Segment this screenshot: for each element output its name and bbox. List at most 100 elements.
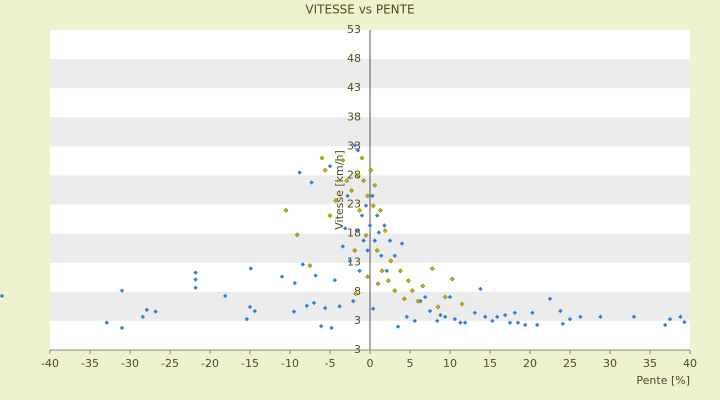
x-tick-label: -10 [281,357,299,370]
scatter-point [567,316,573,322]
scatter-point [144,307,149,313]
x-tick-label: 30 [603,357,617,370]
x-tick-label: 40 [683,357,697,370]
y-tick-label: 53 [347,23,361,36]
scatter-point [370,193,375,199]
scatter-point [322,167,328,173]
scatter-point [503,312,508,318]
scatter-point [388,258,394,264]
scatter-point [329,325,334,331]
scatter-point [361,178,367,184]
y-tick-label: 28 [347,168,361,181]
scatter-point [332,277,337,283]
scatter-point [515,320,521,325]
scatter-point [420,283,426,289]
scatter-point [223,293,228,299]
scatter-point [368,167,374,173]
scatter-point [244,316,249,322]
scatter-point [405,278,411,284]
scatter-point [119,325,125,331]
scatter-point [376,230,381,235]
scatter-point [458,320,463,325]
scatter-point [463,320,468,325]
scatter-point [427,308,433,314]
scatter-point [370,203,376,209]
scatter-point [247,304,253,310]
scatter-point [371,306,376,311]
scatter-point [385,278,391,284]
scatter-point [359,213,365,218]
scatter-point [392,288,398,294]
scatter-point [598,314,603,320]
scatter-point [379,253,384,258]
scatter-point [365,193,371,199]
scatter-point [372,182,378,188]
y-axis-label: Vitesse [km/h] [333,150,346,230]
x-tick-label: 15 [483,357,497,370]
scatter-point [490,318,495,324]
scatter-point [365,248,370,253]
y-tick-label: 13 [347,256,361,269]
scatter-point [323,305,328,311]
scatter-point [478,286,483,292]
scatter-point [119,288,125,293]
scatter-point [291,309,297,314]
scatter-point [361,238,366,243]
scatter-point [319,155,325,161]
scatter-point [435,304,441,310]
scatter-point [412,318,417,324]
scatter-point [193,270,198,275]
scatter-point [438,312,443,318]
scatter-point [355,148,361,153]
scatter-point [327,163,333,169]
scatter-point [357,268,362,274]
scatter-point [377,207,383,213]
x-tick-label: -15 [241,357,259,370]
scatter-point [512,310,517,315]
scatter-point [523,322,528,328]
x-tick-label: -5 [325,357,336,370]
scatter-point [307,263,313,269]
scatter-point [442,294,448,300]
scatter-point [558,308,563,314]
scatter-point [423,294,428,300]
scatter-point [379,268,385,274]
scatter-point [483,314,488,320]
y-tick-label: 3 [354,314,361,327]
scatter-point [382,223,387,228]
y-tick-label: 8 [354,285,361,298]
x-tick-label: 10 [443,357,457,370]
scatter-point [372,238,377,243]
scatter-point [459,301,465,307]
scatter-point [351,298,356,304]
scatter-point [311,300,317,306]
y-tick-label: 23 [347,198,361,211]
scatter-point [495,314,500,320]
scatter-point [352,247,358,254]
scatter-point [449,276,455,282]
scatter-point [507,320,513,325]
scatter-point [678,314,683,320]
scatter-point [401,296,407,302]
scatter-point [347,258,353,264]
scatter-point [327,213,333,219]
scatter-point [319,323,324,329]
scatter-point [353,291,359,297]
scatter-point [560,321,565,327]
y-tick-label: 18 [347,227,361,240]
scatter-point [404,314,409,320]
y-tick-label: 43 [347,81,361,94]
scatter-point [367,223,373,228]
y-tick-label: 38 [347,110,361,123]
scatter-point [375,213,380,218]
scatter-point [359,155,365,161]
scatter-point [344,178,350,184]
x-tick-label: 0 [367,357,374,370]
x-axis-label: Pente [%] [636,374,690,387]
x-tick-label: -30 [121,357,139,370]
scatter-point [365,274,371,280]
scatter-point [333,197,339,204]
scatter-point [535,322,540,328]
scatter-point [387,238,393,243]
